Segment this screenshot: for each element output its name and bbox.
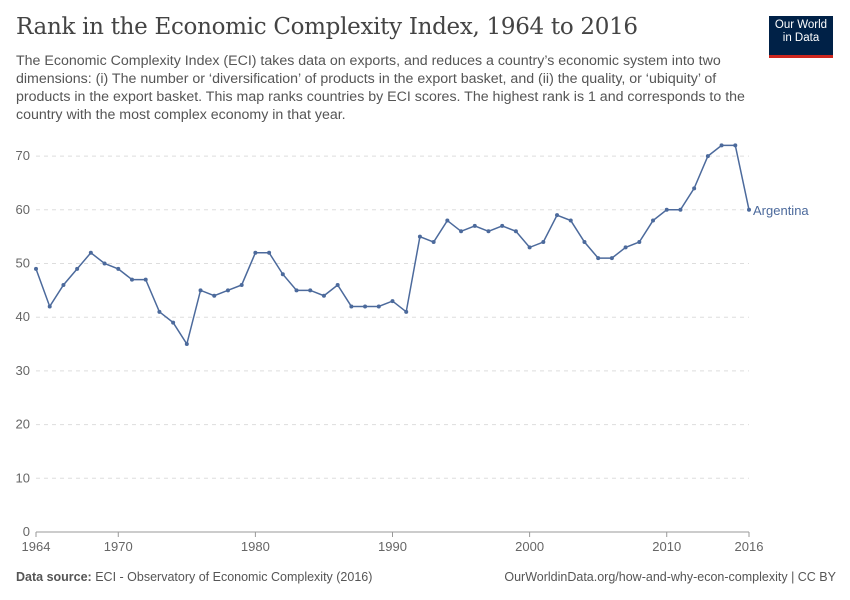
data-point (88, 250, 93, 255)
data-point (678, 207, 683, 212)
series-line (35, 144, 750, 346)
data-point (417, 234, 422, 239)
data-point (747, 207, 751, 212)
data-point (102, 261, 107, 266)
data-point (239, 282, 244, 287)
data-point (637, 240, 642, 245)
y-tick-label: 40 (16, 309, 30, 324)
data-point (308, 288, 313, 293)
data-point (555, 213, 560, 218)
data-point (541, 240, 546, 245)
y-tick-label: 60 (16, 202, 30, 217)
y-tick-label: 70 (16, 148, 30, 163)
data-point (404, 309, 409, 314)
data-point (705, 154, 710, 159)
logo-line-1: Our World (774, 19, 828, 31)
data-point (527, 245, 532, 250)
data-point (568, 218, 573, 223)
chart-title: Rank in the Economic Complexity Index, 1… (16, 14, 638, 40)
x-tick-label: 1980 (241, 539, 270, 554)
y-tick-label: 20 (16, 417, 30, 432)
data-point (294, 288, 299, 293)
data-point (500, 223, 505, 228)
data-point (116, 266, 121, 271)
data-point (143, 277, 148, 282)
chart-subtitle: The Economic Complexity Index (ECI) take… (16, 53, 745, 123)
data-point (363, 304, 368, 309)
data-point (376, 304, 381, 309)
data-point (321, 293, 326, 298)
data-point (129, 277, 134, 282)
data-point (198, 288, 203, 293)
owid-logo[interactable]: Our World in Data (769, 16, 833, 58)
data-point (184, 342, 189, 347)
x-tick-label: 1970 (104, 539, 133, 554)
logo-line-2: in Data (782, 32, 820, 44)
data-point (335, 282, 340, 287)
data-point (349, 304, 354, 309)
series-label: Argentina (753, 203, 809, 218)
data-point (664, 207, 669, 212)
source-label: Data source: (16, 570, 92, 584)
y-tick-label: 30 (16, 363, 30, 378)
data-point (513, 229, 518, 234)
x-tick-label: 1990 (378, 539, 407, 554)
data-point (280, 272, 285, 277)
data-point (445, 218, 450, 223)
footer-link[interactable]: OurWorldinData.org/how-and-why-econ-comp… (504, 570, 836, 584)
x-tick-label: 2000 (515, 539, 544, 554)
y-tick-label: 50 (16, 256, 30, 271)
data-point (733, 143, 738, 148)
data-point (719, 143, 724, 148)
data-point (692, 186, 697, 191)
y-tick-label: 0 (23, 524, 30, 539)
data-point (390, 299, 395, 304)
data-point (75, 266, 80, 271)
x-tick-label: 1964 (22, 539, 51, 554)
data-source: Data source: ECI - Observatory of Econom… (16, 570, 372, 584)
y-tick-label: 10 (16, 470, 30, 485)
x-tick-label: 2016 (735, 539, 764, 554)
data-point (212, 293, 217, 298)
data-point (472, 223, 477, 228)
data-point (34, 266, 38, 271)
data-point (171, 320, 176, 325)
data-point (596, 256, 601, 261)
data-point (582, 240, 587, 245)
data-point (47, 304, 52, 309)
data-point (253, 250, 258, 255)
data-point (486, 229, 491, 234)
data-point (61, 282, 66, 287)
x-tick-label: 2010 (652, 539, 681, 554)
data-point (431, 240, 436, 245)
data-point (225, 288, 230, 293)
data-point (459, 229, 464, 234)
data-point (623, 245, 628, 250)
data-point (267, 250, 272, 255)
source-text[interactable]: ECI - Observatory of Economic Complexity… (95, 570, 373, 584)
data-point (157, 309, 162, 314)
data-point (609, 256, 614, 261)
data-point (651, 218, 656, 223)
